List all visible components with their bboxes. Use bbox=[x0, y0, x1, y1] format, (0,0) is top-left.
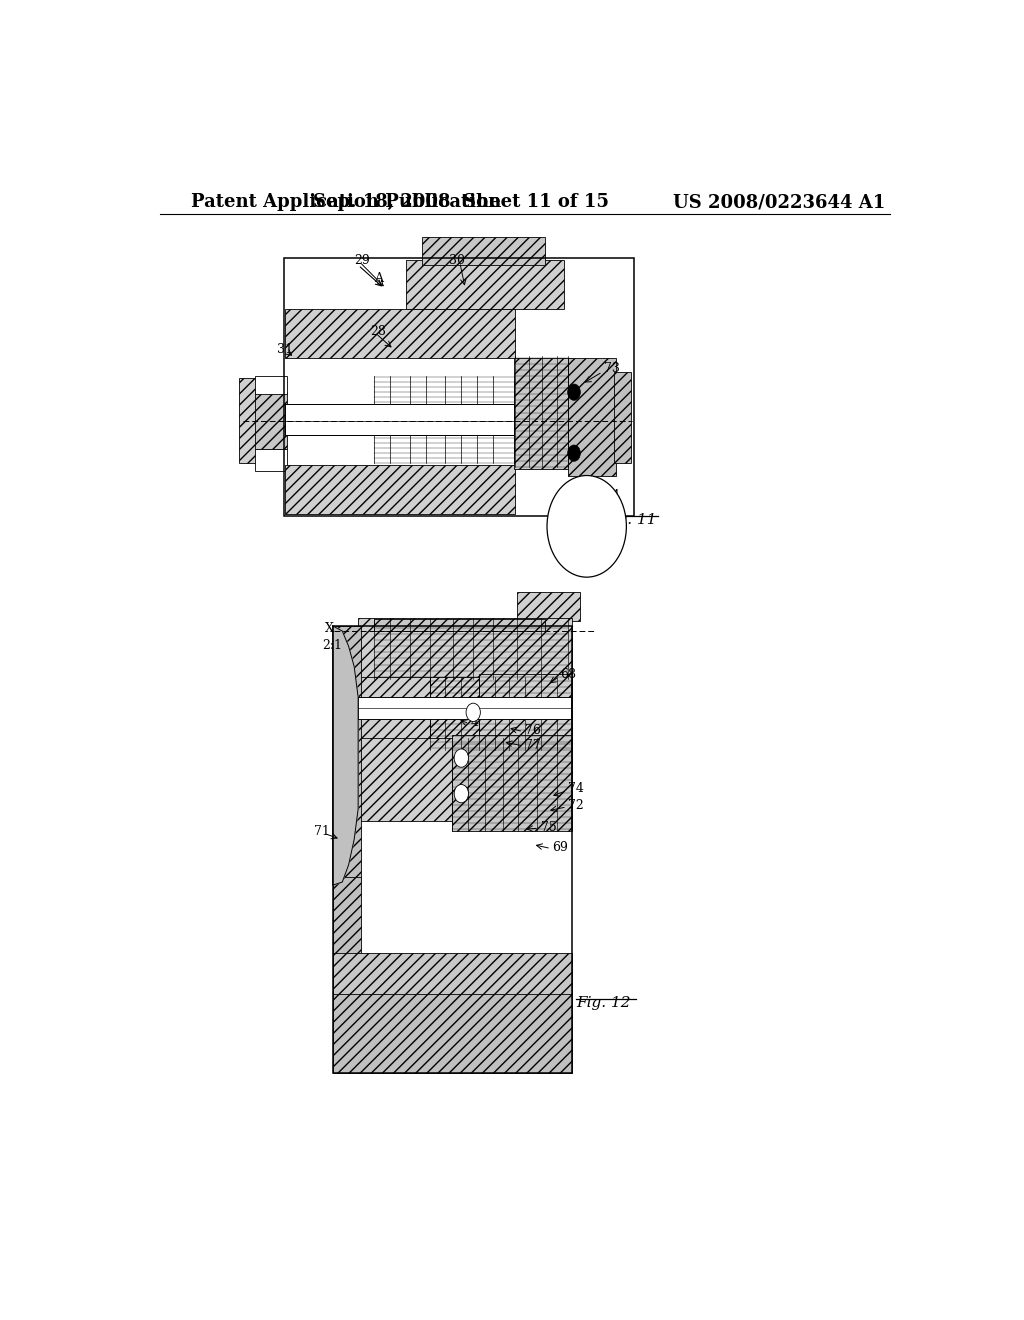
Bar bbox=[333, 626, 572, 1073]
Circle shape bbox=[455, 784, 468, 803]
Bar bbox=[333, 876, 360, 994]
Text: 2:1: 2:1 bbox=[323, 639, 342, 652]
Text: 68: 68 bbox=[560, 668, 577, 681]
Text: Sep. 18, 2008  Sheet 11 of 15: Sep. 18, 2008 Sheet 11 of 15 bbox=[313, 193, 609, 211]
Bar bbox=[374, 619, 545, 631]
Bar bbox=[255, 449, 287, 471]
Circle shape bbox=[466, 704, 480, 722]
Bar bbox=[255, 376, 287, 395]
Text: Fig. 12: Fig. 12 bbox=[577, 995, 631, 1010]
Bar bbox=[358, 677, 430, 739]
Circle shape bbox=[547, 475, 627, 577]
Bar bbox=[422, 236, 545, 265]
Bar bbox=[517, 593, 581, 620]
Bar bbox=[568, 358, 616, 475]
Text: 69: 69 bbox=[553, 841, 568, 854]
Text: 30: 30 bbox=[450, 253, 465, 267]
Text: X: X bbox=[612, 531, 621, 543]
Bar bbox=[333, 953, 572, 994]
Text: 29: 29 bbox=[354, 253, 370, 267]
Text: 28: 28 bbox=[370, 325, 386, 338]
Bar bbox=[285, 466, 515, 515]
Text: Fig. 11: Fig. 11 bbox=[602, 513, 656, 527]
Bar bbox=[255, 392, 287, 449]
Text: 77: 77 bbox=[524, 739, 541, 752]
Circle shape bbox=[455, 748, 468, 767]
Circle shape bbox=[567, 384, 581, 400]
Bar bbox=[452, 735, 572, 832]
Bar bbox=[333, 626, 360, 880]
Text: US 2008/0223644 A1: US 2008/0223644 A1 bbox=[673, 193, 885, 211]
Text: Patent Application Publication: Patent Application Publication bbox=[191, 193, 502, 211]
Bar bbox=[285, 404, 514, 434]
Text: 76: 76 bbox=[524, 725, 541, 737]
Bar bbox=[479, 673, 572, 750]
Text: 75: 75 bbox=[541, 821, 556, 834]
Text: X: X bbox=[325, 623, 334, 635]
Text: A: A bbox=[374, 272, 383, 285]
Bar bbox=[358, 738, 454, 821]
Bar bbox=[285, 309, 515, 358]
Polygon shape bbox=[333, 626, 358, 886]
Text: 74: 74 bbox=[604, 490, 621, 503]
Bar bbox=[240, 378, 257, 463]
Text: 71: 71 bbox=[314, 825, 331, 838]
Bar bbox=[358, 618, 572, 678]
Text: 4: 4 bbox=[471, 715, 479, 729]
Text: 73: 73 bbox=[604, 362, 621, 375]
Text: 31: 31 bbox=[278, 343, 293, 356]
Circle shape bbox=[567, 445, 581, 461]
Bar bbox=[285, 257, 634, 516]
Bar bbox=[514, 358, 570, 470]
Bar bbox=[406, 260, 564, 309]
Text: 74: 74 bbox=[568, 781, 585, 795]
Bar bbox=[430, 677, 481, 739]
Bar bbox=[358, 697, 570, 719]
Bar bbox=[333, 990, 572, 1073]
Text: 72: 72 bbox=[568, 800, 585, 812]
Text: 75: 75 bbox=[581, 508, 596, 520]
Bar bbox=[613, 372, 631, 463]
